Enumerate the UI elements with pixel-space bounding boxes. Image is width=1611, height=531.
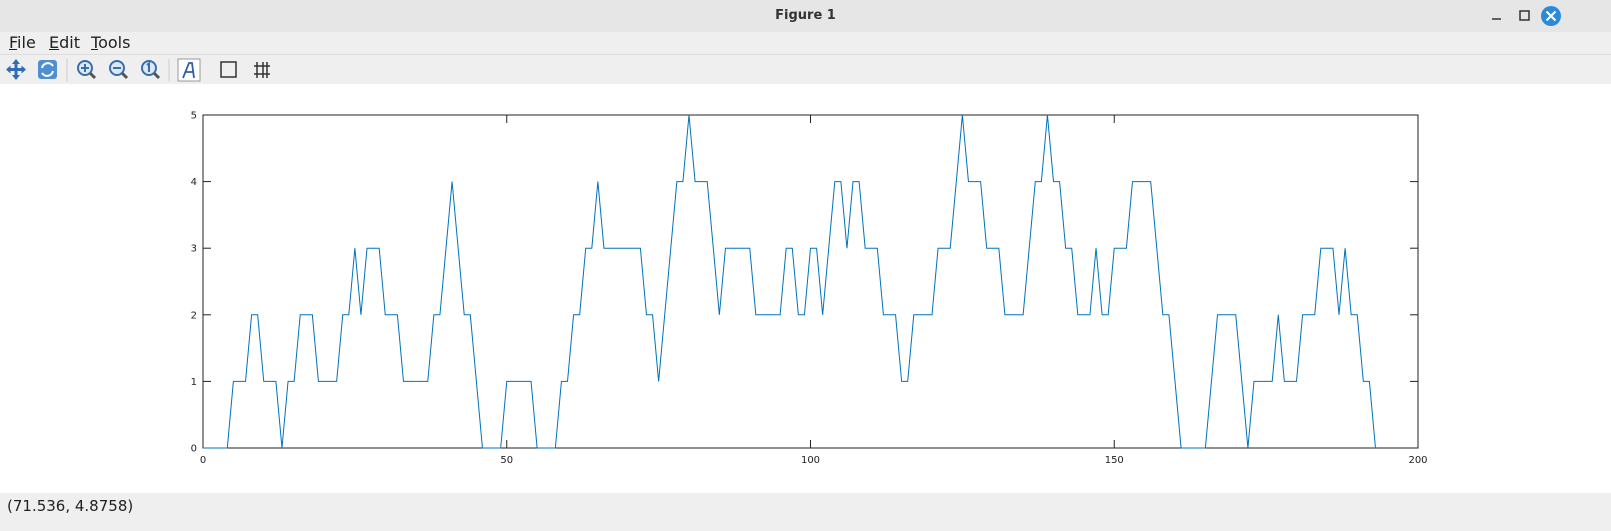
y-tick-label: 1 — [191, 377, 197, 388]
status-bar: (71.536, 4.8758) — [0, 493, 1611, 531]
x-tick-label: 150 — [1105, 455, 1124, 466]
maximize[interactable] — [1519, 10, 1530, 21]
x-tick-label: 0 — [200, 455, 206, 466]
y-tick-label: 0 — [191, 444, 197, 455]
x-tick-label: 50 — [500, 455, 513, 466]
close[interactable] — [1541, 6, 1561, 26]
title-bar: Figure 1 — [0, 0, 1611, 32]
x-tick-label: 200 — [1408, 455, 1427, 466]
axes-box — [202, 114, 1419, 449]
rotate-button[interactable] — [38, 60, 57, 79]
toolbar-icons — [6, 58, 270, 82]
menu-bar: File Edit Tools — [0, 32, 1611, 54]
menu-item[interactable]: Edit — [49, 33, 80, 52]
zoom-reset-button[interactable] — [141, 60, 161, 80]
zoom-out-button[interactable] — [109, 60, 129, 80]
cursor-coordinates: (71.536, 4.8758) — [7, 497, 134, 515]
y-tick-label: 3 — [191, 244, 197, 255]
zoom-in-button[interactable] — [77, 60, 97, 80]
menu-item[interactable]: File — [9, 33, 36, 52]
window-title: Figure 1 — [775, 8, 836, 23]
y-tick-label: 5 — [191, 111, 197, 122]
axes-box-button[interactable] — [220, 61, 237, 78]
toolbar — [0, 54, 1611, 85]
y-tick-label: 2 — [191, 310, 197, 321]
pan-button[interactable] — [6, 59, 26, 80]
text-button[interactable] — [177, 58, 201, 82]
y-tick-label: 4 — [191, 177, 197, 188]
x-tick-label: 100 — [801, 455, 820, 466]
grid-button[interactable] — [254, 62, 270, 78]
chart: 0 50 100 150 200 0 1 2 3 4 5 — [0, 84, 1611, 493]
window-controls — [1492, 6, 1561, 26]
data-line — [203, 114, 1376, 449]
menu-item[interactable]: Tools — [91, 33, 131, 52]
